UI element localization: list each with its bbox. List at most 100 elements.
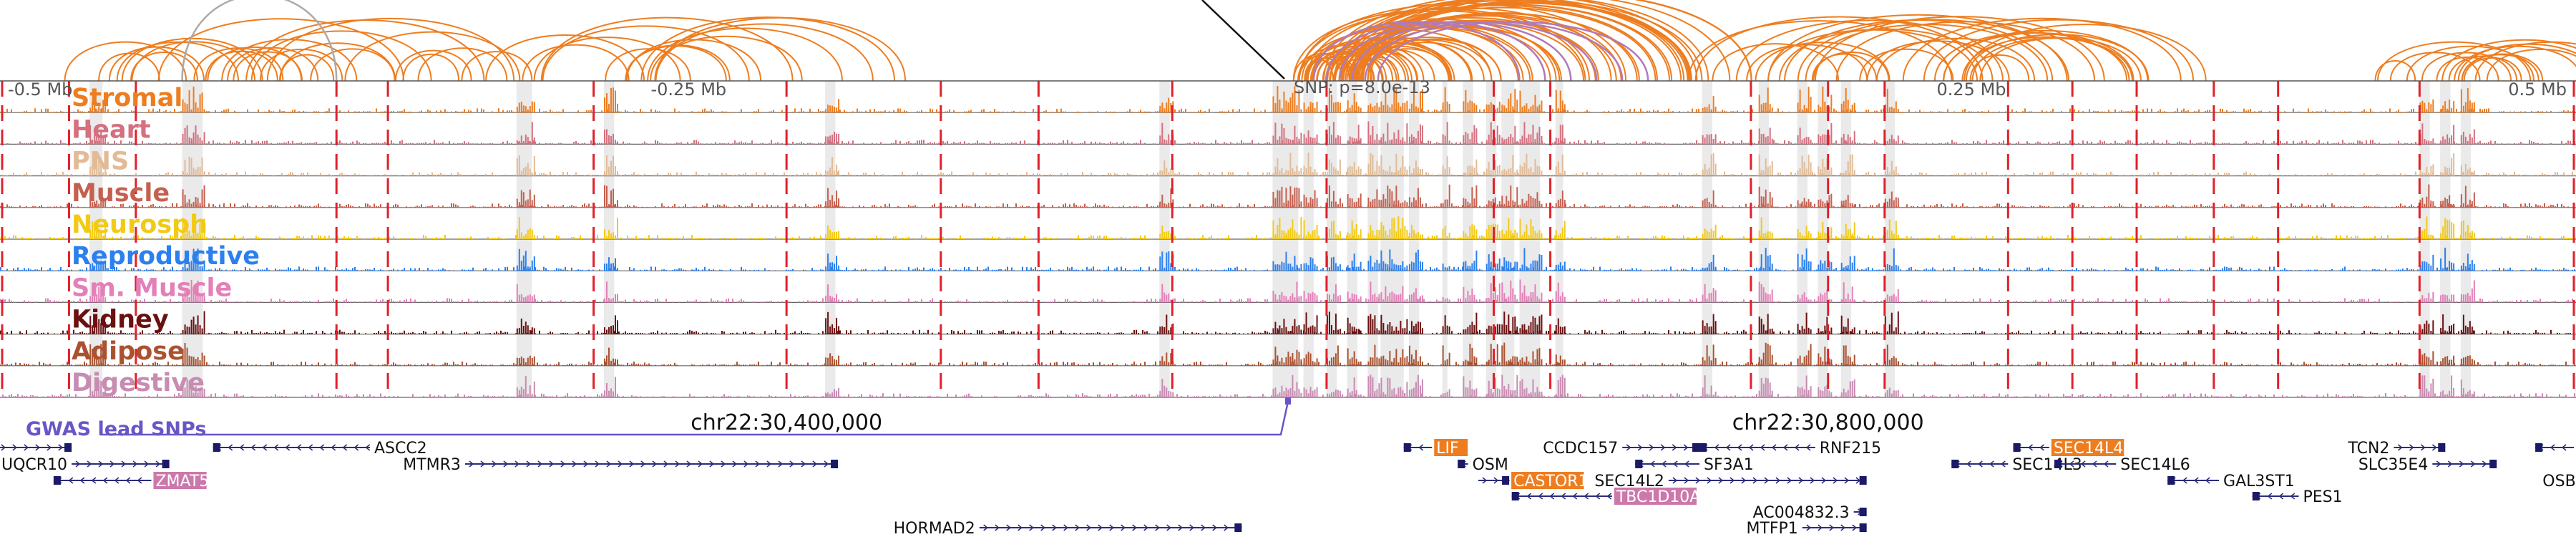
signal-peak-bar bbox=[1353, 202, 1355, 208]
signal-bar bbox=[930, 206, 931, 208]
loop-arc bbox=[157, 18, 405, 82]
signal-bar bbox=[1041, 175, 1043, 176]
signal-bar bbox=[1677, 204, 1678, 208]
signal-bar bbox=[1689, 175, 1691, 176]
signal-bar bbox=[1876, 110, 1878, 113]
signal-bar bbox=[305, 238, 306, 239]
signal-bar bbox=[41, 238, 42, 239]
signal-peak-bar bbox=[1767, 167, 1769, 176]
signal-bar bbox=[1679, 205, 1680, 208]
signal-bar bbox=[2475, 205, 2477, 208]
signal-peak-bar bbox=[1413, 136, 1415, 145]
signal-peak-bar bbox=[1845, 199, 1847, 208]
signal-bar bbox=[2198, 142, 2200, 145]
signal-bar bbox=[1116, 142, 1118, 145]
signal-bar bbox=[438, 205, 439, 208]
signal-peak-bar bbox=[1444, 87, 1446, 113]
signal-bar bbox=[131, 175, 132, 176]
signal-peak-bar bbox=[100, 198, 102, 208]
signal-bar bbox=[1629, 175, 1631, 176]
signal-peak-bar bbox=[1893, 139, 1895, 145]
signal-bar bbox=[155, 143, 156, 145]
signal-peak-bar bbox=[1421, 89, 1423, 113]
signal-bar bbox=[1788, 140, 1790, 145]
signal-peak-bar bbox=[1312, 198, 1314, 208]
signal-bar bbox=[1091, 141, 1092, 145]
signal-bar bbox=[1140, 140, 1141, 145]
signal-bar bbox=[794, 108, 796, 113]
signal-peak-bar bbox=[1498, 165, 1501, 176]
signal-bar bbox=[1908, 143, 1910, 145]
signal-bar bbox=[1988, 206, 1989, 208]
signal-bar bbox=[2063, 173, 2064, 176]
signal-bar bbox=[2490, 205, 2492, 208]
signal-bar bbox=[1483, 206, 1485, 208]
signal-bar bbox=[75, 238, 77, 239]
signal-bar bbox=[414, 206, 416, 208]
signal-peak-bar bbox=[1287, 170, 1289, 176]
signal-bar bbox=[1814, 110, 1815, 113]
signal-bar bbox=[869, 109, 871, 113]
signal-bar bbox=[554, 205, 555, 208]
signal-peak-bar bbox=[2473, 192, 2475, 208]
signal-bar bbox=[301, 142, 302, 145]
signal-bar bbox=[595, 174, 596, 176]
signal-bar bbox=[1054, 238, 1055, 239]
signal-bar bbox=[1999, 175, 2000, 176]
signal-bar bbox=[116, 142, 117, 145]
signal-peak-bar bbox=[1897, 198, 1899, 208]
signal-bar bbox=[487, 143, 489, 145]
signal-peak-bar bbox=[1408, 166, 1410, 176]
signal-bar bbox=[1024, 206, 1025, 208]
signal-bar bbox=[1002, 203, 1004, 208]
signal-bar bbox=[2514, 111, 2515, 113]
signal-bar bbox=[2488, 173, 2489, 176]
signal-bar bbox=[2520, 175, 2522, 176]
signal-bar bbox=[1123, 174, 1124, 176]
signal-bar bbox=[365, 111, 366, 113]
signal-bar bbox=[955, 142, 957, 145]
signal-bar bbox=[290, 171, 291, 176]
signal-bar bbox=[906, 111, 907, 113]
signal-bar bbox=[2391, 143, 2393, 145]
loop-arc bbox=[2486, 49, 2576, 82]
signal-bar bbox=[1086, 206, 1088, 208]
signal-bar bbox=[1219, 206, 1221, 208]
signal-bar bbox=[1363, 174, 1365, 176]
signal-bar bbox=[1434, 206, 1435, 208]
signal-bar bbox=[1932, 142, 1933, 145]
signal-bar bbox=[2400, 143, 2401, 145]
signal-bar bbox=[2198, 109, 2200, 113]
signal-bar bbox=[932, 205, 933, 208]
signal-bar bbox=[2029, 111, 2030, 113]
signal-bar bbox=[790, 175, 791, 176]
signal-bar bbox=[127, 238, 128, 239]
signal-peak-bar bbox=[1853, 170, 1855, 176]
signal-bar bbox=[1479, 205, 1480, 208]
signal-peak-bar bbox=[1289, 186, 1292, 208]
signal-bar bbox=[573, 236, 575, 239]
signal-bar bbox=[1037, 173, 1038, 176]
signal-bar bbox=[1938, 206, 1940, 208]
signal-peak-bar bbox=[533, 194, 535, 208]
signal-bar bbox=[2297, 175, 2298, 176]
signal-bar bbox=[749, 238, 751, 239]
signal-bar bbox=[6, 238, 8, 239]
signal-peak-bar bbox=[533, 156, 535, 176]
signal-bar bbox=[2561, 174, 2562, 176]
signal-bar bbox=[1846, 175, 1848, 176]
signal-bar bbox=[702, 109, 703, 113]
signal-bar bbox=[1204, 206, 1206, 208]
signal-bar bbox=[382, 142, 384, 145]
signal-peak-bar bbox=[1353, 93, 1355, 113]
signal-bar bbox=[1627, 206, 1629, 208]
loop-arc bbox=[1866, 40, 2010, 82]
signal-bar bbox=[2022, 111, 2024, 113]
signal-bar bbox=[258, 141, 259, 145]
signal-bar bbox=[217, 174, 218, 176]
signal-bar bbox=[328, 235, 330, 239]
signal-bar bbox=[726, 143, 727, 145]
signal-bar bbox=[1200, 173, 1201, 176]
signal-bar bbox=[1752, 142, 1753, 145]
signal-bar bbox=[1649, 110, 1650, 113]
